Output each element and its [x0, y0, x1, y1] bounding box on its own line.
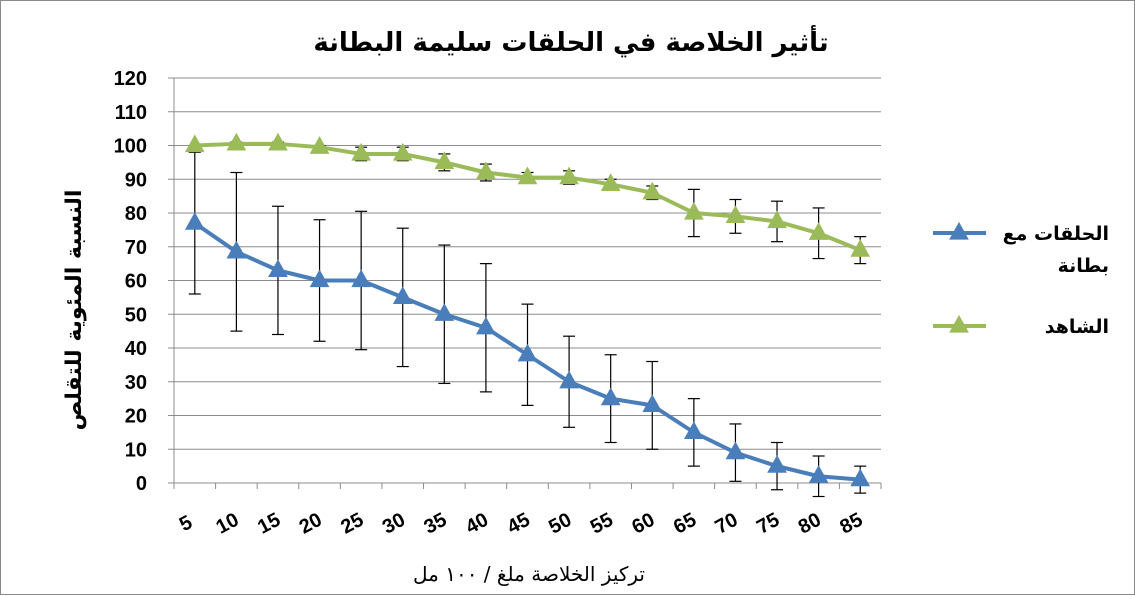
data-point-marker — [767, 210, 787, 229]
y-tick-label: 110 — [115, 102, 147, 124]
x-tick-labels: 5 10 15 20 25 30 35 40 45 50 55 60 65 70 75 80 85 — [176, 509, 866, 539]
legend: الحلقات مع بطانة الشاهد — [933, 221, 1109, 338]
x-tick-label: 75 — [753, 509, 783, 539]
x-tick-label: 85 — [836, 509, 866, 539]
data-point-marker — [725, 205, 746, 224]
y-tick-labels: 0 10 20 30 40 50 60 70 80 90 100 110 120 — [114, 68, 147, 495]
x-tick-label: 60 — [628, 509, 658, 539]
data-point-marker — [684, 421, 704, 440]
series-line — [194, 141, 861, 252]
data-point-marker — [559, 166, 579, 185]
y-tick-label: 80 — [125, 203, 147, 225]
data-point-marker — [309, 136, 330, 154]
y-tick-label: 60 — [125, 271, 147, 293]
y-tick-label: 20 — [125, 406, 147, 428]
series-markers — [184, 132, 871, 487]
data-point-marker — [850, 468, 871, 487]
legend-marker — [949, 314, 969, 333]
x-tick-label: 15 — [254, 509, 284, 539]
y-tick-label: 90 — [125, 169, 147, 191]
data-point-marker — [226, 240, 247, 259]
data-point-marker — [808, 222, 829, 240]
x-tick-label: 45 — [504, 509, 534, 539]
data-point-marker — [850, 239, 871, 257]
data-point-marker — [808, 465, 829, 483]
data-point-marker — [642, 181, 663, 200]
data-point-marker — [392, 142, 413, 161]
y-tick-label: 50 — [125, 304, 147, 326]
data-point-marker — [351, 142, 371, 161]
data-point-marker — [517, 166, 538, 185]
y-tick-label: 10 — [125, 439, 147, 461]
legend-marker — [949, 221, 969, 240]
x-tick-label: 10 — [213, 509, 243, 539]
data-point-marker — [434, 303, 455, 321]
data-point-marker — [226, 132, 247, 151]
chart-title: تأثير الخلاصة في الحلقات سليمة البطانة — [313, 25, 828, 58]
data-point-marker — [268, 259, 288, 278]
y-tick-label: 0 — [136, 473, 147, 495]
x-tick-label: 20 — [296, 509, 326, 539]
x-tick-label: 50 — [545, 509, 575, 539]
y-tick-label: 40 — [125, 338, 147, 360]
data-point-marker — [476, 316, 496, 335]
x-tick-label: 25 — [337, 509, 367, 539]
data-point-marker — [642, 394, 663, 413]
y-axis-title: النسبة المئوية للتقلص — [62, 190, 87, 431]
error-bars — [188, 141, 867, 498]
data-point-marker — [517, 343, 538, 362]
data-point-marker — [392, 286, 413, 305]
data-point-marker — [434, 151, 455, 170]
data-point-marker — [184, 212, 205, 230]
y-tick-label: 70 — [125, 237, 147, 259]
data-point-marker — [476, 161, 496, 180]
x-tick-label: 65 — [670, 509, 700, 539]
y-tick-label: 100 — [114, 136, 147, 158]
data-point-marker — [184, 134, 205, 153]
x-tick-label: 30 — [379, 509, 409, 539]
x-tick-label: 35 — [421, 509, 451, 539]
legend-label: الحلقات مع — [1003, 223, 1109, 245]
data-point-marker — [351, 269, 371, 288]
data-point-marker — [309, 269, 330, 288]
legend-label: بطانة — [1058, 255, 1109, 277]
x-axis-title: تركيز الخلاصة ملغ / ١٠٠ مل — [413, 562, 645, 586]
x-tick-label: 80 — [795, 509, 825, 539]
data-point-marker — [767, 455, 787, 473]
data-point-marker — [268, 132, 288, 151]
data-point-marker — [559, 370, 579, 389]
data-point-marker — [725, 441, 746, 460]
legend-label: الشاهد — [1045, 316, 1109, 338]
y-tick-label: 30 — [125, 372, 147, 394]
x-tick-label: 70 — [712, 509, 742, 539]
data-point-marker — [684, 201, 704, 220]
y-tick-label: 120 — [114, 68, 147, 90]
x-tick-label: 5 — [176, 511, 196, 536]
x-tick-label: 55 — [587, 509, 617, 539]
data-point-marker — [600, 173, 621, 191]
axes — [168, 77, 882, 489]
x-tick-label: 40 — [462, 509, 492, 539]
data-point-marker — [600, 387, 621, 406]
